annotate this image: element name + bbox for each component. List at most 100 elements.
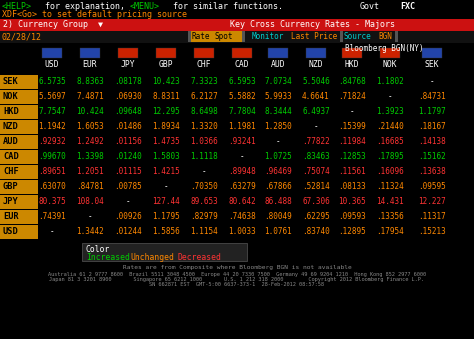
Text: 1.3442: 1.3442 bbox=[76, 227, 104, 236]
Text: JPY: JPY bbox=[121, 60, 135, 69]
Text: .67866: .67866 bbox=[264, 182, 292, 191]
Text: <HELP>: <HELP> bbox=[2, 2, 32, 11]
Bar bbox=[0, 135, 38, 149]
Text: .15162: .15162 bbox=[418, 152, 446, 161]
Bar bbox=[80, 48, 100, 58]
Bar bbox=[0, 165, 38, 179]
Text: .09593: .09593 bbox=[338, 212, 366, 221]
Text: 8.6498: 8.6498 bbox=[190, 107, 218, 116]
Text: 7.7547: 7.7547 bbox=[38, 107, 66, 116]
Text: 67.306: 67.306 bbox=[302, 197, 330, 206]
Text: Color: Color bbox=[86, 245, 110, 254]
Bar bbox=[190, 31, 242, 42]
Text: 1.0761: 1.0761 bbox=[264, 227, 292, 236]
Text: .75074: .75074 bbox=[302, 167, 330, 176]
Text: .11324: .11324 bbox=[376, 182, 404, 191]
Text: 8.3444: 8.3444 bbox=[264, 107, 292, 116]
Text: Japan 81 3 3201 8900       Singapore 65 6212 1000       U.S. 1 212 318 2000     : Japan 81 3 3201 8900 Singapore 65 6212 1… bbox=[49, 277, 425, 282]
Text: .00926: .00926 bbox=[114, 212, 142, 221]
Text: 5.9933: 5.9933 bbox=[264, 92, 292, 101]
Text: 12.227: 12.227 bbox=[418, 197, 446, 206]
Text: 1.1118: 1.1118 bbox=[190, 152, 218, 161]
Bar bbox=[188, 31, 191, 42]
Text: 86.488: 86.488 bbox=[264, 197, 292, 206]
Text: -: - bbox=[126, 197, 130, 206]
Text: -: - bbox=[50, 227, 55, 236]
Text: .08178: .08178 bbox=[114, 77, 142, 86]
Text: Source: Source bbox=[344, 32, 372, 41]
Text: .17895: .17895 bbox=[376, 152, 404, 161]
Bar bbox=[340, 31, 343, 42]
Text: .11317: .11317 bbox=[418, 212, 446, 221]
Text: Spot: Spot bbox=[215, 32, 234, 41]
Text: 1.1154: 1.1154 bbox=[190, 227, 218, 236]
Text: NOK: NOK bbox=[3, 92, 19, 101]
Text: 1.1942: 1.1942 bbox=[38, 122, 66, 131]
Text: Increased: Increased bbox=[86, 253, 130, 262]
Text: .18167: .18167 bbox=[418, 122, 446, 131]
Text: .01115: .01115 bbox=[114, 167, 142, 176]
Text: .08133: .08133 bbox=[338, 182, 366, 191]
Text: .13356: .13356 bbox=[376, 212, 404, 221]
Text: CHF: CHF bbox=[197, 60, 211, 69]
Text: 6.2127: 6.2127 bbox=[190, 92, 218, 101]
Text: 80.642: 80.642 bbox=[228, 197, 256, 206]
Bar bbox=[0, 90, 38, 104]
Text: 1.1981: 1.1981 bbox=[228, 122, 256, 131]
Text: 89.653: 89.653 bbox=[190, 197, 218, 206]
Text: .09595: .09595 bbox=[418, 182, 446, 191]
Text: 1.5803: 1.5803 bbox=[152, 152, 180, 161]
Text: CAD: CAD bbox=[3, 152, 19, 161]
Text: 6.5953: 6.5953 bbox=[228, 77, 256, 86]
Text: .93241: .93241 bbox=[228, 137, 256, 146]
Text: .21440: .21440 bbox=[376, 122, 404, 131]
Text: .70350: .70350 bbox=[190, 182, 218, 191]
Text: 1.3923: 1.3923 bbox=[376, 107, 404, 116]
Text: .80049: .80049 bbox=[264, 212, 292, 221]
Text: 5.5046: 5.5046 bbox=[302, 77, 330, 86]
Text: Bloomberg BGN(NY): Bloomberg BGN(NY) bbox=[345, 44, 424, 53]
Text: 14.431: 14.431 bbox=[376, 197, 404, 206]
Text: -: - bbox=[314, 122, 319, 131]
Bar bbox=[422, 48, 442, 58]
Text: AUD: AUD bbox=[3, 137, 19, 146]
Text: -: - bbox=[88, 212, 92, 221]
Text: .16685: .16685 bbox=[376, 137, 404, 146]
Text: .13638: .13638 bbox=[418, 167, 446, 176]
Text: .01244: .01244 bbox=[114, 227, 142, 236]
Text: Key Cross Currency Rates - Majors: Key Cross Currency Rates - Majors bbox=[230, 20, 395, 29]
Text: 1.6053: 1.6053 bbox=[76, 122, 104, 131]
Text: EUR: EUR bbox=[3, 212, 19, 221]
Text: .16096: .16096 bbox=[376, 167, 404, 176]
Text: 10.423: 10.423 bbox=[152, 77, 180, 86]
Text: USD: USD bbox=[3, 227, 19, 236]
Bar bbox=[156, 48, 176, 58]
Bar bbox=[0, 150, 38, 164]
Text: GBP: GBP bbox=[159, 60, 173, 69]
Text: for similar functions.: for similar functions. bbox=[168, 2, 283, 11]
Text: Unchanged: Unchanged bbox=[130, 253, 174, 262]
Text: 1.3398: 1.3398 bbox=[76, 152, 104, 161]
Text: SN 662871 EST  GMT-5:00 6637-373-1  28-Feb-2012 08:57:58: SN 662871 EST GMT-5:00 6637-373-1 28-Feb… bbox=[149, 282, 325, 287]
Text: .99670: .99670 bbox=[38, 152, 66, 161]
Text: 6.5735: 6.5735 bbox=[38, 77, 66, 86]
Text: CHF: CHF bbox=[3, 167, 19, 176]
Text: 127.44: 127.44 bbox=[152, 197, 180, 206]
Bar bbox=[0, 225, 38, 239]
Text: .11984: .11984 bbox=[338, 137, 366, 146]
Bar bbox=[118, 48, 138, 58]
Bar bbox=[42, 48, 62, 58]
Text: NZD: NZD bbox=[309, 60, 323, 69]
Text: 7.0734: 7.0734 bbox=[264, 77, 292, 86]
Text: .74638: .74638 bbox=[228, 212, 256, 221]
Text: CAD: CAD bbox=[235, 60, 249, 69]
Text: .89948: .89948 bbox=[228, 167, 256, 176]
Text: 108.04: 108.04 bbox=[76, 197, 104, 206]
Text: SEK: SEK bbox=[3, 77, 19, 86]
Text: .12895: .12895 bbox=[338, 227, 366, 236]
Bar bbox=[306, 48, 326, 58]
Text: .52814: .52814 bbox=[302, 182, 330, 191]
Bar bbox=[194, 48, 214, 58]
Text: JPY: JPY bbox=[3, 197, 19, 206]
Text: 5.5882: 5.5882 bbox=[228, 92, 256, 101]
